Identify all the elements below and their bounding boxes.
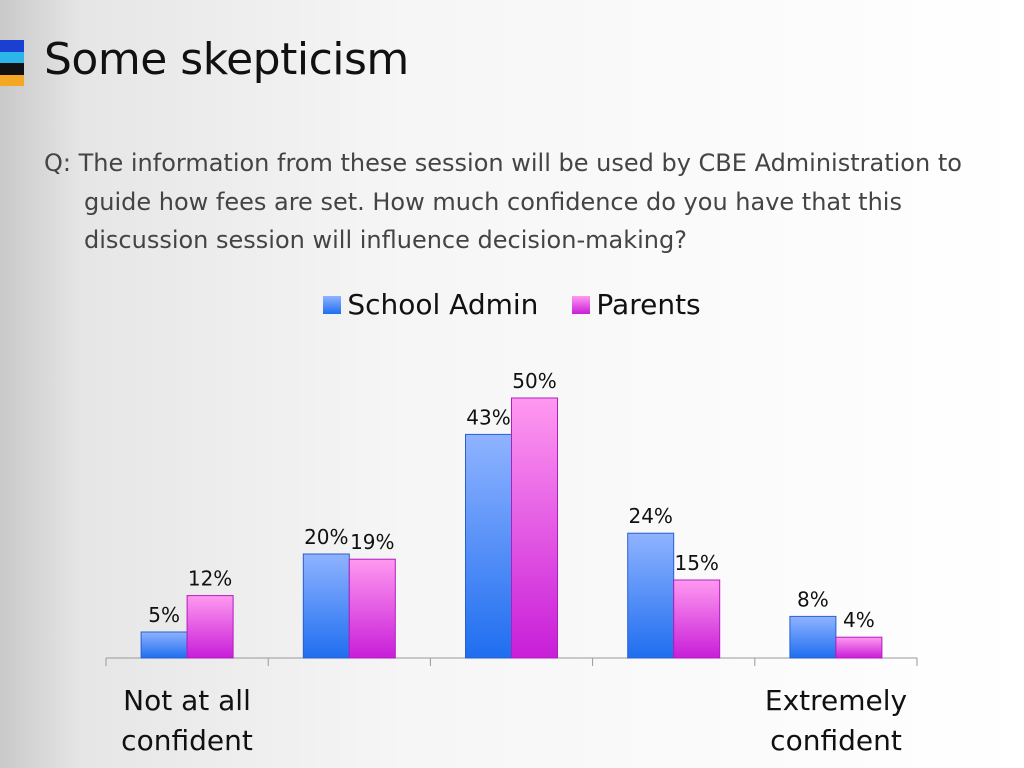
bar-parents: [348, 558, 396, 659]
survey-question: Q: The information from these session wi…: [44, 149, 962, 254]
legend-item-parents: Parents: [572, 288, 701, 321]
category-label-low: Not at all confident: [121, 684, 253, 757]
accent-stripe: [0, 63, 24, 75]
data-label-school-admin: 8%: [797, 587, 829, 611]
bar-parents: [673, 579, 721, 659]
chart-legend: School Admin Parents: [0, 288, 1024, 321]
accent-stripe: [0, 40, 24, 52]
data-label-parents: 19%: [350, 530, 394, 554]
legend-label-school-admin: School Admin: [347, 288, 539, 321]
slide-title: Some skepticism: [44, 34, 409, 85]
bar-school-admin: [140, 631, 188, 659]
accent-bar: [0, 40, 24, 86]
legend-swatch-school-admin: [323, 295, 342, 314]
data-label-school-admin: 24%: [628, 504, 672, 528]
category-label-high: Extremely confident: [764, 684, 908, 757]
bar-school-admin: [627, 532, 675, 659]
legend-swatch-parents: [572, 295, 591, 314]
bar-school-admin: [465, 433, 512, 659]
legend-item-school-admin: School Admin: [323, 288, 538, 321]
bar-parents: [511, 397, 558, 659]
bar-parents: [186, 595, 234, 659]
bar-school-admin: [302, 553, 350, 659]
bar-parents: [835, 636, 883, 659]
legend-label-parents: Parents: [596, 288, 701, 321]
data-label-school-admin: 43%: [466, 405, 510, 429]
data-label-parents: 4%: [843, 608, 875, 632]
data-label-parents: 12%: [188, 567, 232, 591]
data-label-school-admin: 20%: [304, 525, 348, 549]
accent-stripe: [0, 74, 24, 86]
data-label-parents: 50%: [512, 369, 556, 393]
accent-stripe: [0, 51, 24, 63]
bar-school-admin: [789, 615, 837, 659]
data-label-parents: 15%: [674, 551, 718, 575]
data-label-school-admin: 5%: [148, 603, 180, 627]
